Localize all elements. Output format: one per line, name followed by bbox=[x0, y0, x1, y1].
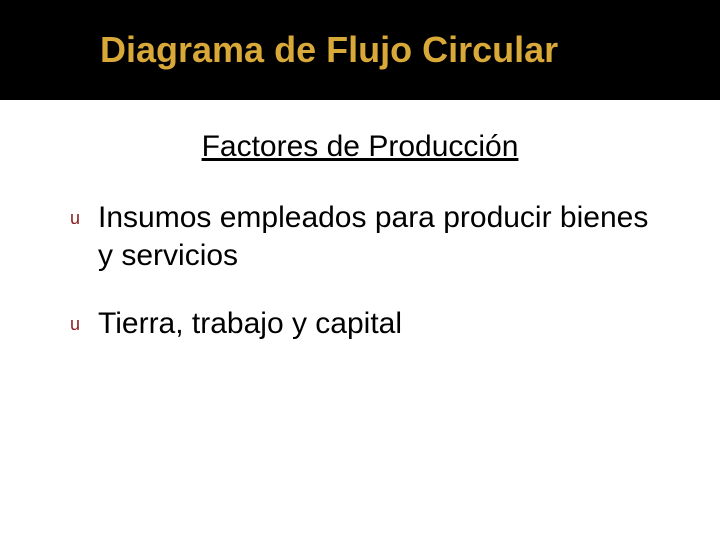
slide-subtitle: Factores de Producción bbox=[60, 130, 660, 164]
bullet-text: Insumos empleados para producir bienes y… bbox=[98, 199, 660, 275]
title-bar: Diagrama de Flujo Circular bbox=[0, 0, 720, 100]
list-item: u Insumos empleados para producir bienes… bbox=[60, 199, 660, 275]
list-item: u Tierra, trabajo y capital bbox=[60, 305, 660, 343]
slide-title: Diagrama de Flujo Circular bbox=[100, 29, 558, 71]
slide-content: Factores de Producción u Insumos emplead… bbox=[0, 100, 720, 343]
bullet-list: u Insumos empleados para producir bienes… bbox=[60, 199, 660, 343]
bullet-marker-icon: u bbox=[70, 305, 80, 343]
bullet-text: Tierra, trabajo y capital bbox=[98, 305, 402, 343]
bullet-marker-icon: u bbox=[70, 199, 80, 237]
